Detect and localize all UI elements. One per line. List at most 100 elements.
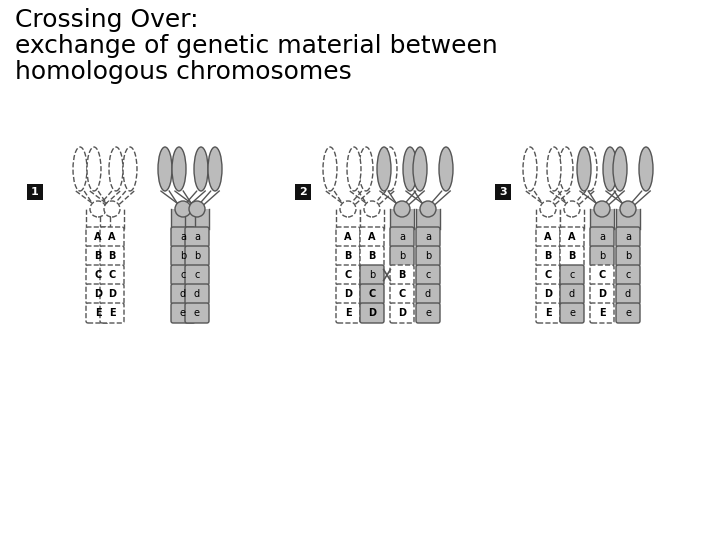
FancyBboxPatch shape	[390, 284, 414, 304]
FancyBboxPatch shape	[336, 227, 360, 247]
FancyBboxPatch shape	[360, 303, 384, 323]
Circle shape	[540, 201, 556, 217]
Circle shape	[564, 201, 580, 217]
Text: E: E	[545, 308, 552, 318]
Text: 3: 3	[499, 187, 507, 197]
FancyBboxPatch shape	[390, 246, 414, 266]
Text: C: C	[94, 270, 102, 280]
FancyBboxPatch shape	[536, 246, 560, 266]
FancyBboxPatch shape	[100, 227, 124, 247]
Circle shape	[394, 201, 410, 217]
Text: 2: 2	[299, 187, 307, 197]
Ellipse shape	[383, 147, 397, 191]
Text: exchange of genetic material between: exchange of genetic material between	[15, 34, 498, 58]
Text: C: C	[398, 289, 405, 299]
Text: b: b	[180, 251, 186, 261]
Polygon shape	[536, 209, 560, 229]
FancyBboxPatch shape	[616, 303, 640, 323]
Ellipse shape	[403, 147, 417, 191]
Text: C: C	[544, 270, 552, 280]
FancyBboxPatch shape	[185, 303, 209, 323]
FancyBboxPatch shape	[100, 303, 124, 323]
Ellipse shape	[323, 147, 337, 191]
Text: e: e	[569, 308, 575, 318]
Circle shape	[594, 201, 610, 217]
Ellipse shape	[613, 147, 627, 191]
FancyBboxPatch shape	[86, 303, 110, 323]
Text: C: C	[344, 270, 351, 280]
FancyBboxPatch shape	[86, 227, 110, 247]
Text: e: e	[194, 308, 200, 318]
Text: a: a	[180, 232, 186, 242]
FancyBboxPatch shape	[536, 265, 560, 285]
Polygon shape	[86, 209, 110, 229]
Text: A: A	[568, 232, 576, 242]
FancyBboxPatch shape	[86, 265, 110, 285]
Polygon shape	[171, 209, 195, 229]
FancyBboxPatch shape	[590, 284, 614, 304]
Text: b: b	[399, 251, 405, 261]
Text: B: B	[344, 251, 351, 261]
Circle shape	[364, 201, 380, 217]
Ellipse shape	[377, 147, 391, 191]
FancyBboxPatch shape	[360, 284, 384, 304]
Text: e: e	[625, 308, 631, 318]
Text: a: a	[599, 232, 605, 242]
Text: Crossing Over:: Crossing Over:	[15, 8, 199, 32]
FancyBboxPatch shape	[171, 303, 195, 323]
FancyBboxPatch shape	[390, 303, 414, 323]
Text: c: c	[570, 270, 575, 280]
Text: b: b	[369, 270, 375, 280]
Polygon shape	[185, 209, 209, 229]
FancyBboxPatch shape	[100, 246, 124, 266]
Polygon shape	[590, 209, 614, 229]
FancyBboxPatch shape	[171, 246, 195, 266]
Ellipse shape	[547, 147, 561, 191]
Text: D: D	[368, 308, 376, 318]
Circle shape	[175, 201, 191, 217]
FancyBboxPatch shape	[536, 303, 560, 323]
FancyBboxPatch shape	[336, 265, 360, 285]
Circle shape	[189, 201, 205, 217]
Ellipse shape	[359, 147, 373, 191]
Text: 1: 1	[31, 187, 39, 197]
Text: d: d	[194, 289, 200, 299]
Polygon shape	[360, 209, 384, 229]
FancyBboxPatch shape	[100, 265, 124, 285]
FancyBboxPatch shape	[360, 227, 384, 247]
Polygon shape	[390, 209, 414, 229]
Text: E: E	[345, 308, 351, 318]
Text: D: D	[94, 289, 102, 299]
Text: A: A	[544, 232, 552, 242]
Text: b: b	[599, 251, 605, 261]
Text: D: D	[398, 308, 406, 318]
FancyBboxPatch shape	[590, 303, 614, 323]
Circle shape	[104, 201, 120, 217]
FancyBboxPatch shape	[616, 227, 640, 247]
Polygon shape	[616, 209, 640, 229]
Polygon shape	[416, 209, 440, 229]
FancyBboxPatch shape	[336, 303, 360, 323]
FancyBboxPatch shape	[416, 227, 440, 247]
FancyBboxPatch shape	[27, 184, 43, 200]
Text: c: c	[426, 270, 431, 280]
FancyBboxPatch shape	[560, 246, 584, 266]
Polygon shape	[560, 209, 584, 229]
FancyBboxPatch shape	[495, 184, 511, 200]
Text: a: a	[425, 232, 431, 242]
Text: C: C	[598, 270, 606, 280]
Circle shape	[340, 201, 356, 217]
Text: A: A	[94, 232, 102, 242]
Polygon shape	[100, 209, 124, 229]
Ellipse shape	[87, 147, 101, 191]
FancyBboxPatch shape	[590, 227, 614, 247]
Text: d: d	[569, 289, 575, 299]
Text: e: e	[425, 308, 431, 318]
FancyBboxPatch shape	[390, 227, 414, 247]
Text: E: E	[109, 308, 115, 318]
FancyBboxPatch shape	[185, 227, 209, 247]
FancyBboxPatch shape	[616, 284, 640, 304]
FancyBboxPatch shape	[360, 246, 384, 266]
Ellipse shape	[123, 147, 137, 191]
FancyBboxPatch shape	[185, 246, 209, 266]
